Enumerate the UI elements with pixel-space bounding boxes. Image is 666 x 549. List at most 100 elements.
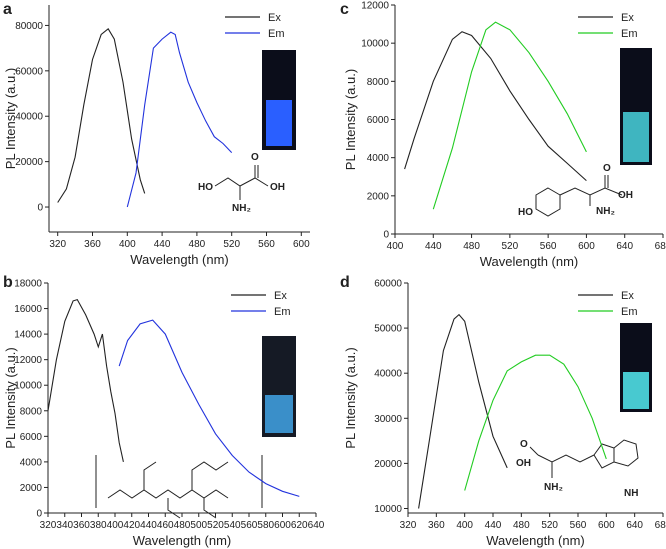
x-tick-label: 540 xyxy=(224,520,241,531)
structure-label: NH₂ xyxy=(544,482,563,493)
y-tick-label: 0 xyxy=(37,203,43,214)
y-tick-label: 10000 xyxy=(14,381,42,392)
structure-label: NH₂ xyxy=(232,203,251,214)
y-tick-label: 0 xyxy=(383,230,389,241)
x-tick-label: 560 xyxy=(540,241,557,252)
series-line xyxy=(418,313,508,509)
y-tick-label: 20000 xyxy=(374,459,402,470)
y-tick-label: 20000 xyxy=(15,157,43,168)
y-tick-label: 12000 xyxy=(361,1,389,12)
x-tick-label: 480 xyxy=(174,520,191,531)
x-tick-label: 520 xyxy=(207,520,224,531)
y-axis-title: PL Intensity (a.u.) xyxy=(343,69,358,170)
x-tick-label: 560 xyxy=(258,239,275,250)
structure-label: OH xyxy=(270,182,285,193)
cuvette-c xyxy=(620,48,652,165)
panel-label: a xyxy=(3,1,12,18)
x-axis-title: Wavelength (nm) xyxy=(486,533,585,548)
series-line xyxy=(126,31,233,208)
cuvette-d xyxy=(620,323,652,412)
legend-label: Ex xyxy=(268,12,281,24)
x-tick-label: 400 xyxy=(456,520,473,531)
structure-label: HO xyxy=(198,182,213,193)
x-tick-label: 520 xyxy=(223,239,240,250)
x-tick-label: 460 xyxy=(157,520,174,531)
x-axis-title: Wavelength (nm) xyxy=(480,254,579,269)
series-line xyxy=(404,31,587,182)
x-tick-label: 600 xyxy=(578,241,595,252)
x-tick-label: 360 xyxy=(84,239,101,250)
y-tick-label: 2000 xyxy=(367,191,390,202)
y-tick-label: 40000 xyxy=(15,112,43,123)
x-tick-label: 640 xyxy=(616,241,633,252)
x-tick-label: 320 xyxy=(49,239,66,250)
structure-label: OH xyxy=(618,190,633,201)
panel-label: c xyxy=(340,1,349,18)
x-tick-label: 500 xyxy=(190,520,207,531)
x-tick-label: 400 xyxy=(107,520,124,531)
x-tick-label: 440 xyxy=(425,241,442,252)
y-tick-label: 0 xyxy=(36,509,42,520)
x-tick-label: 360 xyxy=(428,520,445,531)
x-tick-label: 440 xyxy=(485,520,502,531)
structure-polymer xyxy=(95,455,263,519)
x-tick-label: 600 xyxy=(293,239,310,250)
legend-label: Em xyxy=(274,306,291,318)
x-tick-label: 520 xyxy=(541,520,558,531)
x-tick-label: 440 xyxy=(154,239,171,250)
y-tick-label: 30000 xyxy=(374,414,402,425)
y-tick-label: 8000 xyxy=(20,406,43,417)
y-axis-title: PL Intensity (a.u.) xyxy=(3,347,18,448)
y-tick-label: 18000 xyxy=(14,279,42,290)
structure-label: OH xyxy=(516,458,531,469)
x-tick-label: 400 xyxy=(387,241,404,252)
structure-tyrosine xyxy=(535,175,623,217)
structure-label: O xyxy=(603,163,611,174)
structure-serine xyxy=(214,165,269,200)
y-axis-title: PL Intensity (a.u.) xyxy=(3,68,18,169)
x-tick-label: 600 xyxy=(274,520,291,531)
legend-label: Ex xyxy=(274,290,287,302)
legend-label: Em xyxy=(621,28,638,40)
x-tick-label: 420 xyxy=(123,520,140,531)
y-tick-label: 14000 xyxy=(14,330,42,341)
y-tick-label: 80000 xyxy=(15,21,43,32)
series-line xyxy=(464,354,607,491)
panel-label: b xyxy=(3,274,13,291)
x-tick-label: 580 xyxy=(257,520,274,531)
y-tick-label: 4000 xyxy=(20,457,43,468)
y-axis-title: PL Intensity (a.u.) xyxy=(343,347,358,448)
y-tick-label: 50000 xyxy=(374,324,402,335)
y-tick-label: 8000 xyxy=(367,77,390,88)
series-line xyxy=(432,21,587,210)
x-tick-label: 480 xyxy=(463,241,480,252)
y-tick-label: 16000 xyxy=(14,304,42,315)
cuvette-b xyxy=(262,336,296,437)
x-tick-label: 320 xyxy=(40,520,57,531)
x-tick-label: 560 xyxy=(570,520,587,531)
structure-label: NH₂ xyxy=(596,206,615,217)
cuvette-a xyxy=(262,50,296,150)
x-tick-label: 600 xyxy=(598,520,615,531)
structure-label: O xyxy=(251,152,259,163)
x-tick-label: 440 xyxy=(140,520,157,531)
y-tick-label: 40000 xyxy=(374,369,402,380)
x-tick-label: 680 xyxy=(655,520,666,531)
x-tick-label: 360 xyxy=(73,520,90,531)
y-tick-label: 4000 xyxy=(367,153,390,164)
x-axis-title: Wavelength (nm) xyxy=(133,533,232,548)
y-tick-label: 60000 xyxy=(15,66,43,77)
y-tick-label: 10000 xyxy=(374,504,402,515)
y-tick-label: 2000 xyxy=(20,483,43,494)
legend-label: Ex xyxy=(621,12,634,24)
y-tick-label: 60000 xyxy=(374,279,402,290)
x-tick-label: 560 xyxy=(241,520,258,531)
x-tick-label: 640 xyxy=(626,520,643,531)
x-tick-label: 320 xyxy=(400,520,417,531)
legend-label: Em xyxy=(268,28,285,40)
structure-tryptophan xyxy=(529,439,639,478)
x-tick-label: 400 xyxy=(119,239,136,250)
x-tick-label: 480 xyxy=(513,520,530,531)
x-tick-label: 340 xyxy=(56,520,73,531)
